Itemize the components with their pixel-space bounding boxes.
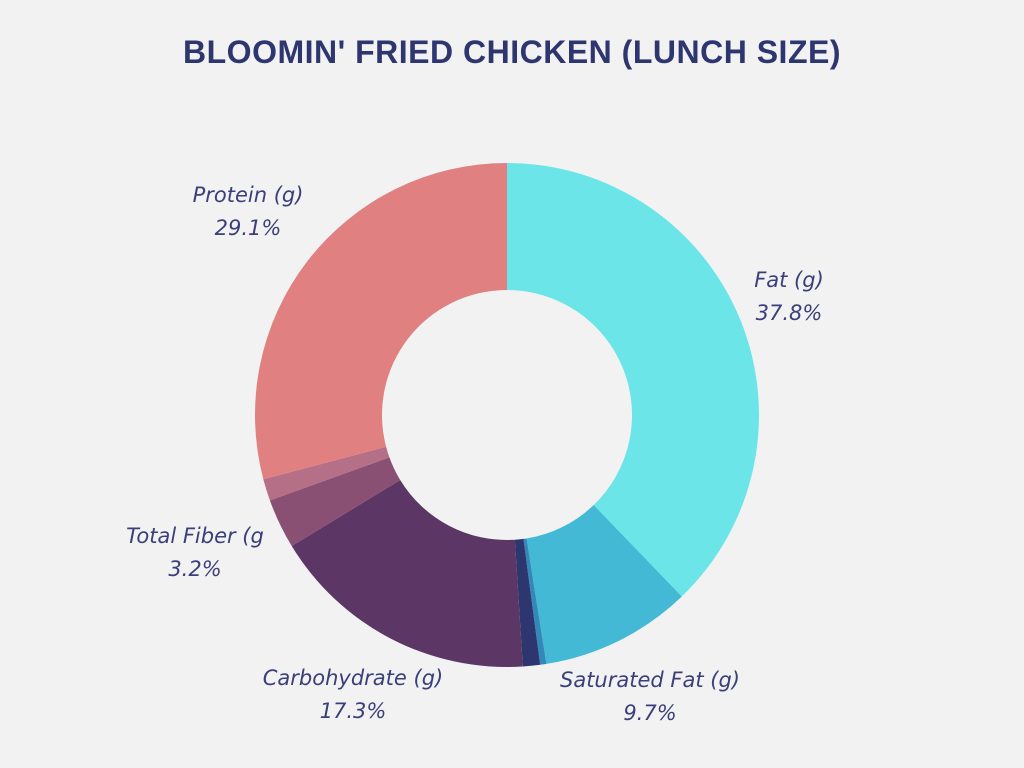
slice-label-value-7: 29.1% xyxy=(215,216,282,240)
slice-label-name-4: Carbohydrate (g) xyxy=(263,666,443,690)
slice-label-name-1: Saturated Fat (g) xyxy=(560,668,740,692)
slice-label-value-5: 3.2% xyxy=(168,557,221,581)
pie-slice-4 xyxy=(291,479,523,667)
slice-label-value-4: 17.3% xyxy=(320,699,387,723)
pie-slice-1 xyxy=(526,505,682,664)
slice-label-name-0: Fat (g) xyxy=(754,268,824,292)
slice-label-name-5: Total Fiber (g xyxy=(126,524,264,548)
pie-slice-0 xyxy=(507,163,760,597)
chart-title: BLOOMIN' FRIED CHICKEN (LUNCH SIZE) xyxy=(183,34,841,70)
pie-slice-2 xyxy=(523,538,547,665)
pie-slice-7 xyxy=(254,163,507,480)
slice-label-value-0: 37.8% xyxy=(756,301,823,325)
pie-slice-6 xyxy=(263,446,390,501)
slice-label-value-1: 9.7% xyxy=(623,701,676,725)
slice-label-name-7: Protein (g) xyxy=(193,183,304,207)
pie-slice-3 xyxy=(514,538,541,667)
pie-slice-5 xyxy=(269,457,401,546)
